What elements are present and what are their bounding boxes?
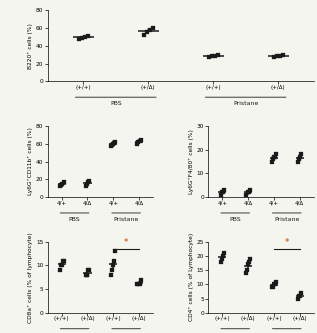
- Text: PBS: PBS: [230, 217, 241, 222]
- Y-axis label: CD4⁺ cells (% of Lymphocyte): CD4⁺ cells (% of Lymphocyte): [189, 233, 194, 321]
- Text: *: *: [124, 238, 128, 247]
- Text: Pristane: Pristane: [233, 102, 258, 107]
- Text: PBS: PBS: [69, 217, 81, 222]
- Y-axis label: Ly6G⁺CD11b⁺ cells (%): Ly6G⁺CD11b⁺ cells (%): [28, 128, 33, 195]
- Y-axis label: B220⁺ cells (%): B220⁺ cells (%): [28, 23, 33, 69]
- Text: *: *: [285, 238, 289, 247]
- Text: Pristane: Pristane: [274, 217, 300, 222]
- Y-axis label: Ly6G⁺F4/80⁺ cells (%): Ly6G⁺F4/80⁺ cells (%): [189, 129, 194, 194]
- Text: PBS: PBS: [110, 102, 121, 107]
- Y-axis label: CD8a⁺ cells (% of lymphocyte): CD8a⁺ cells (% of lymphocyte): [28, 232, 33, 323]
- Text: Pristane: Pristane: [113, 217, 139, 222]
